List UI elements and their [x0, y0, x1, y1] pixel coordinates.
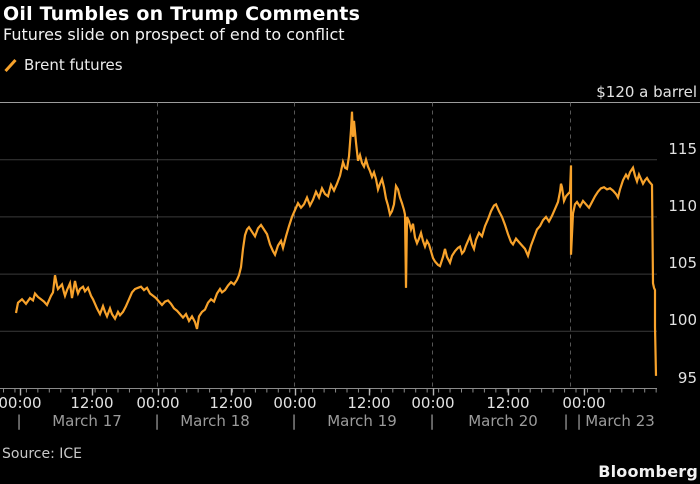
x-axis-time-label: 00:00: [0, 394, 42, 412]
legend: Brent futures: [3, 56, 123, 74]
series-slash-icon: [4, 58, 17, 72]
y-axis-tick-label: 115: [668, 139, 697, 158]
date-separator: |: [291, 412, 297, 430]
date-separator: |: [576, 412, 582, 430]
x-axis-time-label: 00:00: [562, 394, 606, 412]
x-axis-time-label: 00:00: [273, 394, 317, 412]
date-separator: |: [563, 412, 569, 430]
page-title: Oil Tumbles on Trump Comments: [3, 3, 361, 25]
y-axis-tick-label: 95: [677, 368, 697, 387]
source-label: Source: ICE: [2, 446, 83, 462]
date-separator: |: [429, 412, 435, 430]
y-axis-tick-label: $120 a barrel: [596, 82, 697, 101]
x-axis-date-label: March 19: [327, 412, 397, 430]
date-separator: |: [16, 412, 22, 430]
bloomberg-logo: Bloomberg: [598, 462, 698, 481]
x-axis-time-label: 00:00: [411, 394, 455, 412]
y-axis-tick-label: 105: [668, 254, 697, 273]
x-axis-time-label: 12:00: [70, 394, 114, 412]
chart-subtitle: Futures slide on prospect of end to conf…: [3, 25, 345, 44]
x-axis-time-label: 12:00: [347, 394, 391, 412]
x-axis-date-label: March 23: [585, 412, 655, 430]
x-axis-date-label: March 18: [180, 412, 250, 430]
x-axis-time-label: 12:00: [486, 394, 530, 412]
x-axis-time-label: 00:00: [136, 394, 180, 412]
y-axis-tick-label: 100: [668, 311, 697, 330]
x-axis-date-label: March 17: [52, 412, 122, 430]
legend-label: Brent futures: [24, 56, 123, 74]
price-line: [14, 111, 658, 376]
date-separator: |: [154, 412, 160, 430]
x-axis-date-label: March 20: [468, 412, 538, 430]
x-axis-time-label: 12:00: [209, 394, 253, 412]
y-axis-tick-label: 110: [668, 196, 697, 215]
